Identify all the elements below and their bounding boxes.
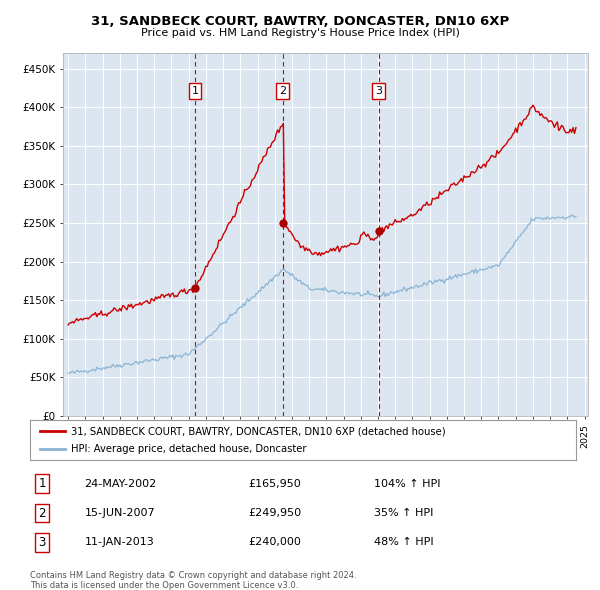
Text: 1: 1 (191, 86, 199, 96)
Text: 3: 3 (38, 536, 46, 549)
Text: 3: 3 (375, 86, 382, 96)
Text: 31, SANDBECK COURT, BAWTRY, DONCASTER, DN10 6XP (detached house): 31, SANDBECK COURT, BAWTRY, DONCASTER, D… (71, 427, 446, 437)
Text: 15-JUN-2007: 15-JUN-2007 (85, 508, 155, 518)
Text: 31, SANDBECK COURT, BAWTRY, DONCASTER, DN10 6XP: 31, SANDBECK COURT, BAWTRY, DONCASTER, D… (91, 15, 509, 28)
Text: This data is licensed under the Open Government Licence v3.0.: This data is licensed under the Open Gov… (30, 581, 298, 589)
Text: 11-JAN-2013: 11-JAN-2013 (85, 537, 154, 547)
Text: HPI: Average price, detached house, Doncaster: HPI: Average price, detached house, Donc… (71, 444, 307, 454)
Text: £249,950: £249,950 (248, 508, 302, 518)
Text: 24-MAY-2002: 24-MAY-2002 (85, 479, 157, 489)
Text: 104% ↑ HPI: 104% ↑ HPI (374, 479, 440, 489)
Text: 48% ↑ HPI: 48% ↑ HPI (374, 537, 434, 547)
Text: 1: 1 (38, 477, 46, 490)
Text: £240,000: £240,000 (248, 537, 301, 547)
Text: 35% ↑ HPI: 35% ↑ HPI (374, 508, 433, 518)
Text: Contains HM Land Registry data © Crown copyright and database right 2024.: Contains HM Land Registry data © Crown c… (30, 571, 356, 579)
Text: Price paid vs. HM Land Registry's House Price Index (HPI): Price paid vs. HM Land Registry's House … (140, 28, 460, 38)
Text: 2: 2 (38, 506, 46, 520)
Text: 2: 2 (279, 86, 286, 96)
Text: £165,950: £165,950 (248, 479, 301, 489)
